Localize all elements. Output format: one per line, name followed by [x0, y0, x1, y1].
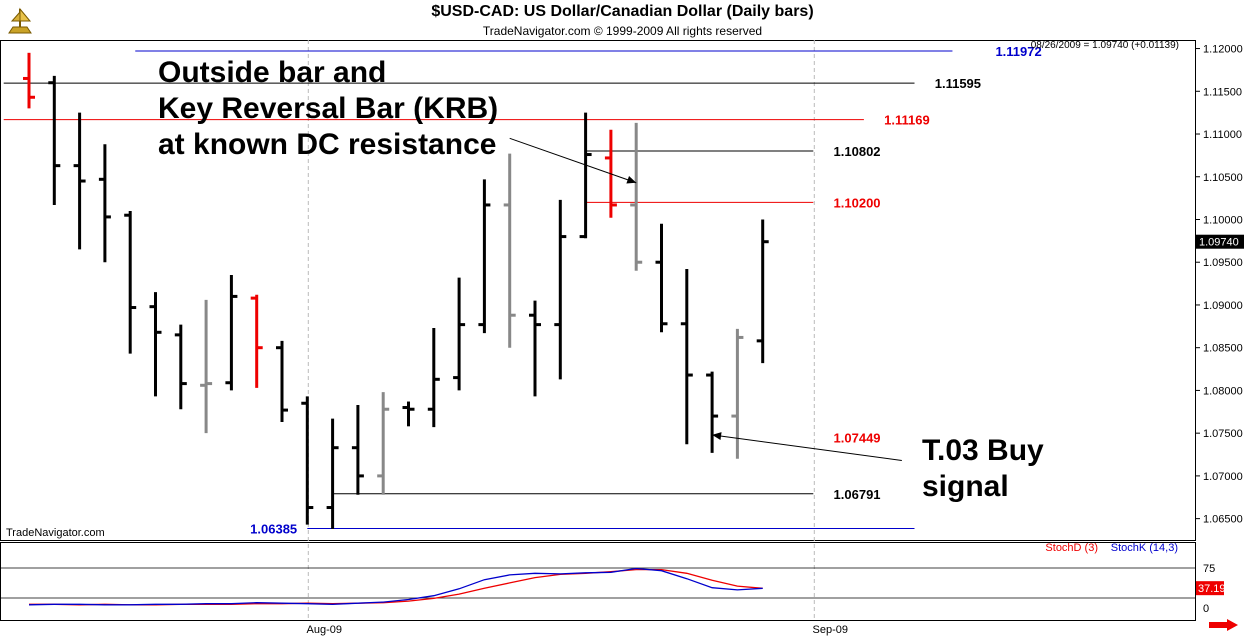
ohlc-bar — [630, 122, 643, 271]
buy-arrow — [712, 434, 902, 462]
y-tick-label: 1.08500 — [1203, 343, 1243, 355]
ohlc-bar — [377, 392, 390, 495]
legend-stochk: StochK (14,3) — [1111, 542, 1178, 554]
ohlc-bar — [200, 299, 213, 434]
osc-tick-label: 0 — [1203, 603, 1209, 615]
ohlc-bar — [554, 199, 567, 380]
krb-arrow-head — [626, 175, 637, 184]
ohlc-bar — [655, 223, 668, 333]
price-panel-frame — [0, 40, 1196, 541]
ohlc-bar — [731, 328, 744, 459]
osc-last-tag — [1196, 581, 1224, 596]
ohlc-bar — [680, 269, 693, 445]
ohlc-bar — [579, 112, 592, 239]
x-tick-label: Sep-09 — [813, 624, 848, 636]
y-tick-label: 1.09500 — [1203, 257, 1243, 269]
ohlc-bar — [276, 340, 288, 423]
osc-last-label: 37.19 — [1198, 583, 1226, 595]
price-label: 1.07449 — [834, 431, 881, 446]
x-tick-label: Aug-09 — [307, 624, 342, 636]
ohlc-bar — [478, 179, 491, 334]
krb-annotation-line: at known DC resistance — [158, 128, 496, 161]
y-tick-label: 1.10500 — [1203, 172, 1243, 184]
y-tick-label: 1.07000 — [1203, 471, 1243, 483]
level-label: 1.11169 — [884, 113, 930, 128]
y-tick-label: 1.09000 — [1203, 300, 1243, 312]
y-tick-label: 1.12000 — [1203, 44, 1243, 56]
ohlc-bar — [351, 404, 364, 495]
y-tick-label: 1.11500 — [1203, 86, 1242, 98]
ohlc-bar — [73, 112, 86, 250]
level-label: 1.06791 — [834, 487, 881, 502]
krb-annotation-line: Key Reversal Bar (KRB) — [158, 92, 498, 125]
ohlc-bar — [174, 324, 187, 410]
oscillator-panel-frame — [0, 542, 1196, 621]
ohlc-bar — [124, 210, 137, 354]
y-tick-label: 1.06500 — [1203, 514, 1243, 526]
ohlc-bar — [225, 275, 238, 391]
osc-tick-label: 75 — [1203, 563, 1215, 575]
krb-annotation-line: Outside bar and — [158, 56, 386, 89]
buy-annotation-line: signal — [922, 470, 1009, 503]
ohlc-bar — [453, 277, 466, 391]
y-tick-label: 1.08000 — [1203, 385, 1243, 397]
y-tick-label: 1.07500 — [1203, 428, 1243, 440]
krb-arrow — [509, 137, 637, 184]
chart-subtitle: TradeNavigator.com © 1999-2009 All right… — [482, 24, 763, 38]
level-label: 1.11972 — [995, 44, 1041, 59]
last-price-tag — [1196, 234, 1244, 249]
ohlc-bar — [756, 219, 769, 364]
ohlc-bar — [23, 52, 35, 109]
quote-line: 08/26/2009 = 1.09740 (+0.01139) — [1031, 40, 1179, 51]
chart-title: $USD-CAD: US Dollar/Canadian Dollar (Dai… — [431, 3, 814, 20]
buy-annotation-line: T.03 Buy — [922, 434, 1044, 467]
ohlc-bar — [427, 328, 440, 428]
watermark-text: TradeNavigator.com — [6, 527, 105, 539]
ohlc-bar — [301, 396, 314, 525]
ohlc-bar — [98, 144, 111, 263]
ohlc-bar — [503, 153, 516, 348]
level-label: 1.06385 — [250, 521, 297, 536]
osc-series-line — [28, 567, 763, 606]
y-tick-label: 1.11000 — [1203, 129, 1242, 141]
ohlc-bar — [529, 300, 541, 397]
tradenavigator-logo-icon — [3, 3, 37, 37]
last-price-label: 1.09740 — [1199, 237, 1239, 249]
scroll-right-arrow-icon[interactable] — [1209, 618, 1239, 636]
buy-arrow-head — [712, 432, 722, 441]
ohlc-bar — [250, 294, 263, 388]
ohlc-bar — [326, 418, 339, 529]
ohlc-bar — [149, 292, 162, 397]
level-label: 1.10802 — [834, 144, 881, 159]
legend-stochd: StochD (3) — [1045, 542, 1098, 554]
y-tick-label: 1.10000 — [1203, 214, 1243, 226]
level-label: 1.11595 — [935, 76, 981, 91]
ohlc-bar — [706, 371, 719, 453]
ohlc-bar — [402, 401, 415, 427]
ohlc-bar — [48, 75, 61, 205]
level-label: 1.10200 — [834, 195, 881, 210]
